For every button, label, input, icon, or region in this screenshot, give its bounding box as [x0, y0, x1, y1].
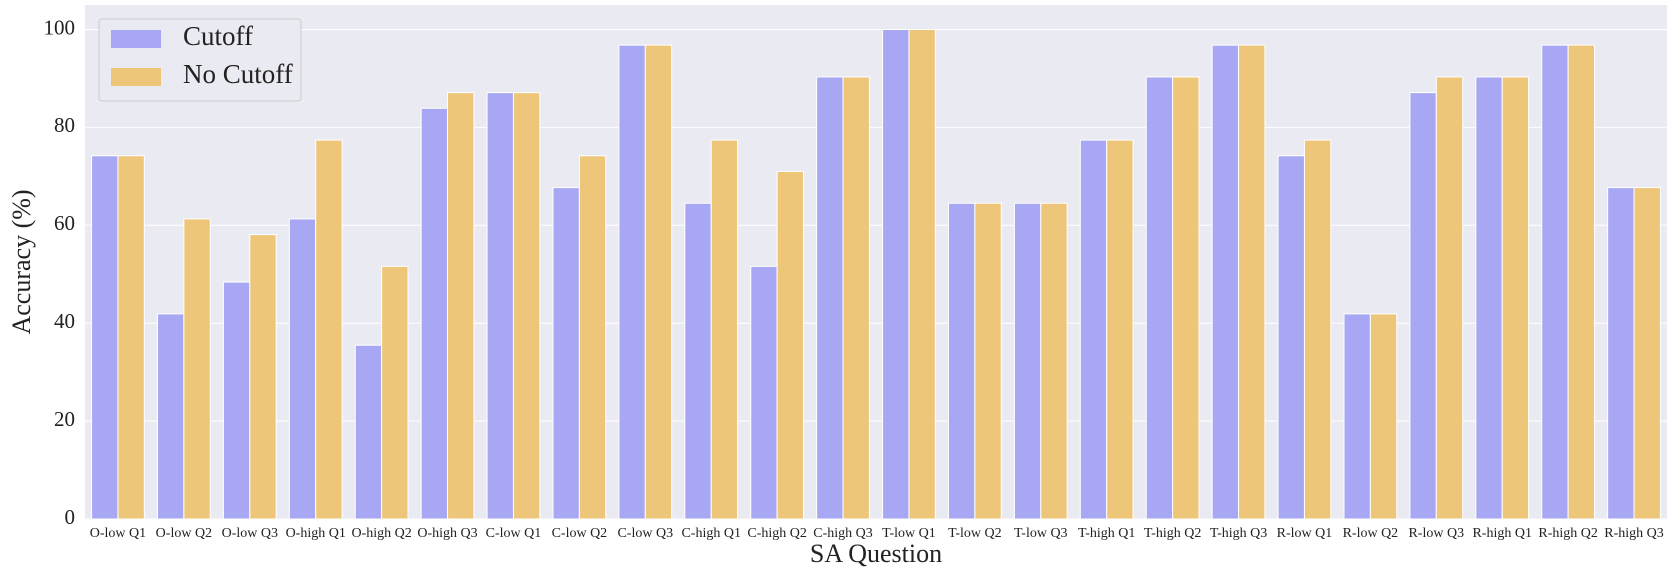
- x-tick-label: C-high Q3: [813, 526, 873, 541]
- legend-swatch: [111, 68, 161, 86]
- bar: [288, 218, 317, 520]
- bar: [842, 76, 870, 520]
- x-tick-label: C-low Q3: [617, 526, 673, 541]
- bar: [618, 44, 646, 520]
- plot-area: [85, 5, 1667, 519]
- bar: [1501, 76, 1530, 520]
- bar: [117, 155, 145, 520]
- bar: [1435, 76, 1464, 520]
- bar: [1145, 76, 1174, 520]
- bar: [1409, 92, 1437, 520]
- y-tick-label: 100: [44, 15, 76, 39]
- y-tick-label: 40: [54, 309, 75, 333]
- bar: [1238, 44, 1266, 520]
- x-tick-label: O-low Q1: [90, 526, 146, 541]
- bar: [684, 202, 712, 520]
- x-tick-label: O-high Q2: [351, 526, 411, 541]
- x-tick-label: T-high Q1: [1078, 526, 1135, 541]
- bar: [1475, 76, 1503, 520]
- x-tick-label: C-low Q1: [486, 526, 542, 541]
- y-tick-label: 80: [54, 113, 75, 137]
- bar: [1633, 187, 1661, 520]
- bar: [157, 313, 185, 520]
- bar: [948, 202, 976, 520]
- x-tick-label: R-high Q3: [1604, 526, 1664, 541]
- bar: [1303, 139, 1332, 520]
- y-axis-label: Accuracy (%): [7, 189, 36, 334]
- x-tick-label: R-low Q3: [1408, 526, 1464, 541]
- x-tick-label: T-low Q3: [1014, 526, 1068, 541]
- y-tick-label: 20: [54, 407, 75, 431]
- bar: [381, 265, 409, 520]
- y-tick-label: 0: [65, 505, 76, 529]
- bar: [552, 187, 580, 520]
- x-tick-label: O-high Q3: [417, 526, 477, 541]
- bar: [354, 344, 383, 520]
- bar: [1343, 313, 1371, 520]
- x-tick-label: R-low Q1: [1277, 526, 1333, 541]
- x-tick-label: O-low Q2: [156, 526, 212, 541]
- bar: [1211, 44, 1240, 520]
- bar: [1106, 139, 1134, 520]
- bar: [1369, 313, 1398, 520]
- bar: [974, 202, 1002, 520]
- bar: [183, 218, 211, 520]
- bar: [222, 281, 251, 520]
- x-tick-label: T-high Q2: [1144, 526, 1201, 541]
- bar: [908, 28, 936, 520]
- bar: [816, 76, 844, 520]
- legend-label: Cutoff: [183, 21, 253, 51]
- x-axis-label: SA Question: [810, 539, 942, 568]
- x-tick-label: C-high Q1: [681, 526, 741, 541]
- bar: [882, 28, 910, 520]
- bar: [750, 265, 778, 520]
- bar: [512, 92, 541, 520]
- bar: [1541, 44, 1569, 520]
- x-tick-label: R-high Q2: [1538, 526, 1598, 541]
- x-tick-label: T-low Q2: [948, 526, 1002, 541]
- bar: [1607, 187, 1635, 520]
- x-tick-label: R-low Q2: [1343, 526, 1399, 541]
- y-tick-label: 60: [54, 211, 75, 235]
- x-tick-label: T-low Q1: [882, 526, 936, 541]
- legend-swatch: [111, 30, 161, 48]
- bar: [1172, 76, 1200, 520]
- x-tick-label: C-low Q2: [552, 526, 608, 541]
- bar: [486, 92, 514, 520]
- bar: [1567, 44, 1595, 520]
- bar: [1013, 202, 1042, 520]
- bar: [776, 170, 804, 520]
- bar: [1277, 155, 1305, 520]
- x-tick-label: O-high Q1: [286, 526, 346, 541]
- bar: [710, 139, 739, 520]
- legend-label: No Cutoff: [183, 59, 293, 89]
- bar: [644, 44, 673, 520]
- bar: [91, 155, 119, 520]
- x-tick-label: T-high Q3: [1210, 526, 1267, 541]
- bar: [1079, 139, 1108, 520]
- x-tick-label: O-low Q3: [222, 526, 278, 541]
- bar: [578, 155, 607, 520]
- bar: [249, 234, 277, 520]
- bar: [315, 139, 343, 520]
- bar: [420, 107, 449, 520]
- bar: [1040, 202, 1068, 520]
- bar: [447, 92, 475, 520]
- x-tick-label: C-high Q2: [747, 526, 807, 541]
- x-tick-label: R-high Q1: [1472, 526, 1532, 541]
